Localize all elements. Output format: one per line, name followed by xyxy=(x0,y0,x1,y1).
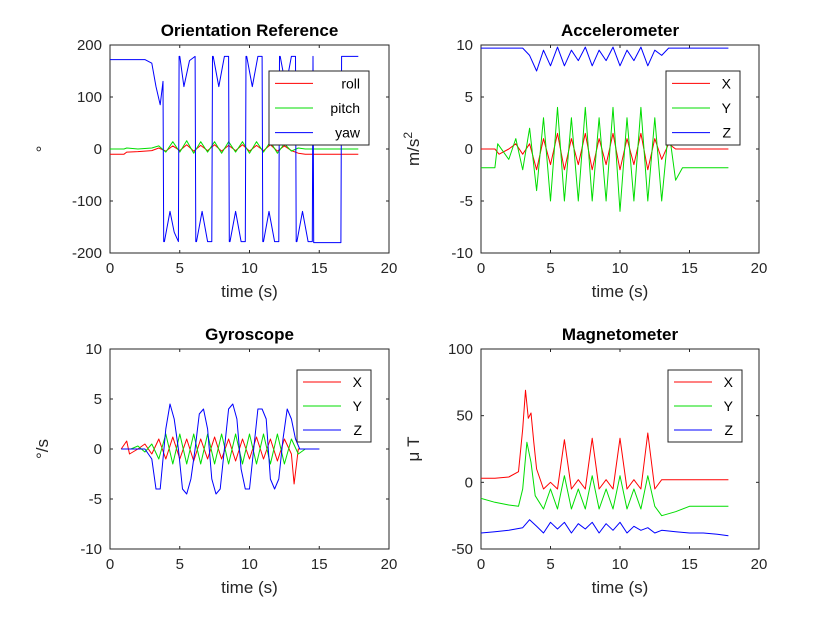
chart-title: Gyroscope xyxy=(205,325,294,344)
series-line-Z xyxy=(121,403,320,495)
legend-label: X xyxy=(722,75,732,91)
legend-label: yaw xyxy=(335,125,361,141)
x-tick-label: 0 xyxy=(106,556,114,573)
legend-label: Y xyxy=(722,100,732,116)
x-tick-label: 5 xyxy=(176,556,184,573)
x-tick-label: 10 xyxy=(241,260,258,277)
y-tick-label: -10 xyxy=(80,541,102,558)
y-tick-label: 5 xyxy=(465,89,473,106)
series-line-X xyxy=(481,389,729,490)
x-axis-label: time (s) xyxy=(592,578,649,597)
legend-label: Z xyxy=(353,422,362,438)
x-tick-label: 5 xyxy=(546,260,554,277)
x-tick-label: 15 xyxy=(311,260,328,277)
series-line-X xyxy=(481,132,729,171)
x-tick-label: 0 xyxy=(106,260,114,277)
y-tick-label: 10 xyxy=(456,37,473,54)
x-tick-label: 5 xyxy=(546,556,554,573)
legend: XYZ xyxy=(665,70,741,146)
panel-gyroscope: 0 5 10 15 20 -10 -5 0 5 10 Gyroscope time (s) °/s XYZ xyxy=(33,325,397,597)
x-tick-label: 10 xyxy=(612,556,629,573)
chart-title: Accelerometer xyxy=(561,21,680,40)
legend-label: Z xyxy=(724,422,733,438)
y-tick-label: 0 xyxy=(465,474,473,491)
y-tick-label: 10 xyxy=(85,341,102,358)
y-tick-label: 100 xyxy=(448,341,473,358)
y-axis-label: m/s2 xyxy=(401,132,423,166)
series-group xyxy=(481,389,729,537)
series-group xyxy=(120,403,320,495)
legend: roll pitch yaw xyxy=(268,70,370,146)
legend-label: Z xyxy=(722,125,731,141)
x-tick-label: 20 xyxy=(751,260,768,277)
x-tick-label: 0 xyxy=(477,556,485,573)
x-tick-label: 20 xyxy=(381,260,398,277)
x-tick-label: 10 xyxy=(612,260,629,277)
legend-label: X xyxy=(353,374,363,390)
y-tick-label: -100 xyxy=(72,193,102,210)
y-tick-label: 50 xyxy=(456,408,473,425)
y-tick-label: 100 xyxy=(77,89,102,106)
legend-label: Y xyxy=(353,398,363,414)
panel-accelerometer: 0 5 10 15 20 -10 -5 0 5 10 Accelerometer time (s) m/… xyxy=(401,21,767,301)
legend-label: roll xyxy=(341,75,360,91)
y-axis-label-text: m/s xyxy=(404,139,423,166)
y-tick-label: 0 xyxy=(94,141,102,158)
x-tick-label: 5 xyxy=(176,260,184,277)
panel-orientation: 0 5 10 15 20 -200 -100 0 100 200 Orientation Refer… xyxy=(33,21,397,301)
y-axis-label-sup: 2 xyxy=(401,132,415,139)
y-tick-label: -5 xyxy=(460,193,473,210)
legend-label: X xyxy=(724,374,734,390)
series-group xyxy=(110,55,359,244)
series-line-Y xyxy=(121,433,320,465)
y-tick-label: -5 xyxy=(89,491,102,508)
legend-label: pitch xyxy=(330,100,360,116)
y-axis-label-text: °/s xyxy=(33,439,52,459)
y-axis-label: ° xyxy=(33,146,52,153)
chart-title: Magnetometer xyxy=(562,325,679,344)
legend: XYZ xyxy=(296,369,372,443)
series-line-roll xyxy=(110,144,359,155)
series-line-yaw xyxy=(110,55,359,244)
y-axis-label-text: μ T xyxy=(404,437,423,462)
y-axis-label-text: ° xyxy=(33,146,52,153)
series-line-X xyxy=(120,436,320,485)
y-axis-label: °/s xyxy=(33,439,52,459)
x-tick-label: 15 xyxy=(311,556,328,573)
x-tick-label: 0 xyxy=(477,260,485,277)
y-tick-label: -200 xyxy=(72,245,102,262)
x-tick-label: 20 xyxy=(381,556,398,573)
chart-title: Orientation Reference xyxy=(161,21,339,40)
y-tick-label: 0 xyxy=(465,141,473,158)
x-tick-label: 15 xyxy=(681,556,698,573)
y-axis-label: μ T xyxy=(404,437,423,462)
series-line-pitch xyxy=(110,140,359,154)
y-tick-label: 0 xyxy=(94,441,102,458)
series-line-Y xyxy=(481,441,729,517)
y-tick-label: 5 xyxy=(94,391,102,408)
x-axis-label: time (s) xyxy=(221,282,278,301)
x-tick-label: 15 xyxy=(681,260,698,277)
series-group xyxy=(481,46,729,212)
x-axis-label: time (s) xyxy=(221,578,278,597)
y-tick-label: 200 xyxy=(77,37,102,54)
legend: XYZ xyxy=(667,369,743,443)
legend-label: Y xyxy=(724,398,734,414)
series-line-Z xyxy=(481,46,729,72)
x-axis-label: time (s) xyxy=(592,282,649,301)
x-tick-label: 10 xyxy=(241,556,258,573)
series-line-Y xyxy=(481,106,729,212)
x-tick-label: 20 xyxy=(751,556,768,573)
series-line-Z xyxy=(481,519,729,537)
y-tick-label: -10 xyxy=(451,245,473,262)
y-tick-label: -50 xyxy=(451,541,473,558)
